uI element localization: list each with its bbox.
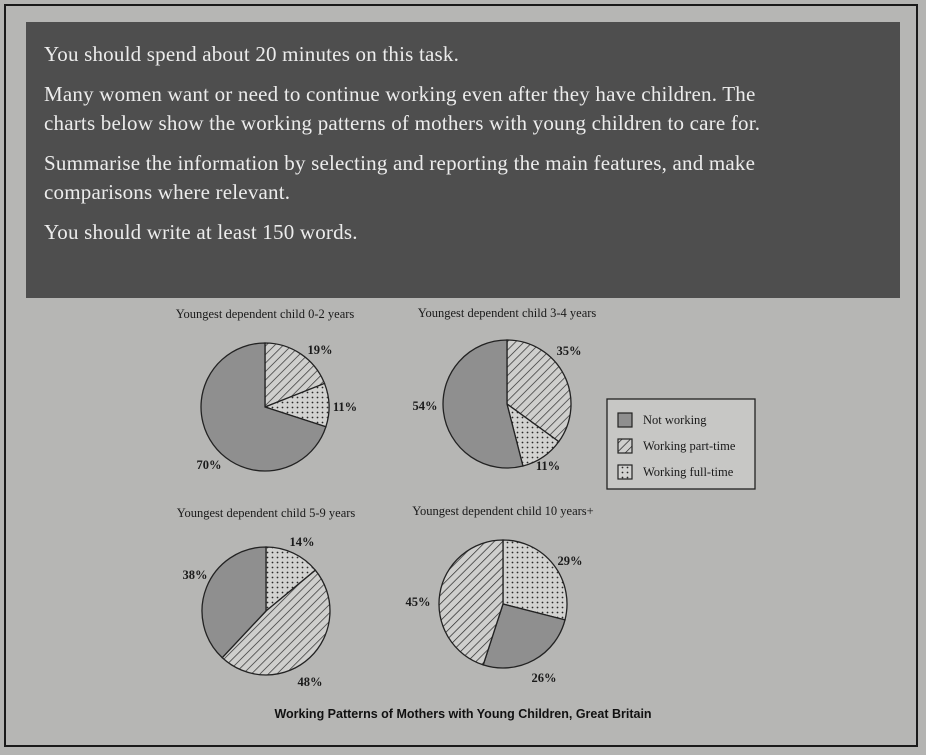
pie-slice-working-part-time [438, 539, 504, 666]
legend-swatch-not-working [617, 412, 633, 428]
pie-chart-3: Youngest dependent child 5-9 years 14% 48%… [177, 506, 356, 689]
figure-caption: Working Patterns of Mothers with Young C… [274, 707, 652, 721]
task-summary-line-1: Summarise the information by selecting a… [44, 151, 756, 175]
legend-swatch-working-full-time [617, 464, 633, 480]
pie-chart-4: Youngest dependent child 10 years+ 29% 26%… [406, 504, 594, 685]
pie-slice-label: 38% [183, 568, 208, 582]
legend-label-working-part-time: Working part-time [643, 439, 736, 453]
task-time-instruction: You should spend about 20 minutes on thi… [44, 42, 460, 66]
pie-slice-working-part-time [506, 339, 572, 443]
pie-slice-label: 45% [406, 595, 431, 609]
pie-slice-not-working [482, 603, 566, 669]
task-context-line-1: Many women want or need to continue work… [44, 82, 756, 106]
pie-chart-title: Youngest dependent child 0-2 years [176, 307, 355, 321]
pie-slice-label: 19% [308, 343, 333, 357]
pie-slice-label: 11% [333, 400, 357, 414]
task-summary-line-2: comparisons where relevant. [44, 180, 291, 204]
pie-chart-title: Youngest dependent child 5-9 years [177, 506, 356, 520]
pie-slice-label: 54% [413, 399, 438, 413]
pie-chart-2: Youngest dependent child 3-4 years 35% 11%… [413, 306, 597, 473]
legend-label-not-working: Not working [643, 413, 707, 427]
task-word-count: You should write at least 150 words. [44, 220, 358, 244]
pie-slice-not-working [201, 546, 267, 659]
pie-chart-title: Youngest dependent child 3-4 years [418, 306, 597, 320]
pie-slice-label: 29% [558, 554, 583, 568]
pie-slice-working-full-time [265, 546, 317, 613]
pie-slice-not-working [442, 339, 524, 469]
chart-legend: Not working Working part-time Working full… [606, 398, 756, 490]
pie-slice-working-part-time [221, 569, 331, 676]
task-instructions-box: You should spend about 20 minutes on thi… [26, 22, 900, 298]
pie-chart-1: Youngest dependent child 0-2 years 19% 11%… [176, 307, 357, 472]
task-context-line-2: charts below show the working patterns o… [44, 111, 761, 135]
pie-slice-label: 26% [532, 671, 557, 685]
pie-slice-label: 11% [536, 459, 560, 473]
pie-slice-label: 70% [197, 458, 222, 472]
pie-slice-working-full-time [502, 539, 568, 621]
pie-slice-label: 14% [290, 535, 315, 549]
pie-chart-title: Youngest dependent child 10 years+ [412, 504, 593, 518]
pie-slice-not-working [200, 342, 327, 472]
pie-slice-label: 35% [557, 344, 582, 358]
legend-label-working-full-time: Working full-time [643, 465, 734, 479]
pie-slice-label: 48% [298, 675, 323, 689]
pie-slice-working-part-time [264, 342, 326, 408]
legend-swatch-working-part-time [617, 438, 633, 454]
